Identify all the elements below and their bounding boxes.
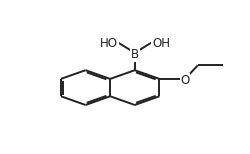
Text: B: B bbox=[131, 48, 139, 61]
Text: O: O bbox=[180, 74, 190, 87]
Text: OH: OH bbox=[152, 37, 170, 50]
Text: HO: HO bbox=[100, 37, 118, 50]
